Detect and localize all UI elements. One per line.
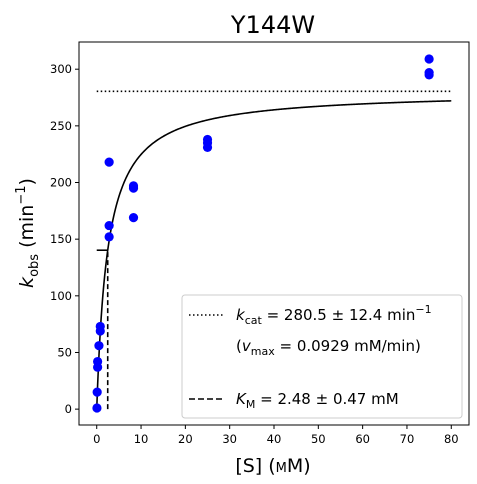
legend-vmax-label: (vmax = 0.0929 mM/min): [236, 337, 421, 358]
x-axis-label: [S] (mM): [235, 455, 310, 477]
x-tick-label: 70: [400, 432, 415, 446]
data-point: [104, 157, 114, 167]
data-points: [92, 54, 434, 413]
data-point: [202, 134, 213, 145]
x-tick-label: 20: [178, 432, 193, 446]
y-tick-label: 50: [57, 345, 72, 359]
x-axis-ticks: 0 10 20 30 40 50 60 70 80: [93, 425, 459, 446]
data-point: [424, 54, 434, 64]
data-point: [92, 403, 102, 413]
data-point: [93, 356, 103, 367]
x-tick-label: 80: [444, 432, 459, 446]
legend-kcat-label: kcat = 280.5 ± 12.4 min−1: [236, 303, 432, 327]
legend-box: [181, 294, 463, 419]
y-tick-label: 250: [50, 119, 72, 133]
x-tick-label: 30: [222, 432, 237, 446]
y-axis-label: kobs (min−1): [14, 178, 42, 288]
data-point: [94, 341, 104, 351]
y-axis-ticks: 0 50 100 150 200 250 300: [50, 62, 79, 416]
x-tick-label: 0: [93, 432, 100, 446]
data-point: [95, 321, 105, 332]
data-point: [128, 181, 139, 191]
y-tick-label: 150: [50, 232, 72, 246]
data-point: [128, 213, 139, 223]
chart-title: Y144W: [230, 11, 315, 39]
y-tick-label: 100: [50, 289, 72, 303]
x-tick-label: 60: [355, 432, 370, 446]
fit-curve: [95, 100, 452, 410]
plot-lines: [95, 90, 452, 410]
y-tick-label: 300: [50, 62, 72, 76]
legend: kcat = 280.5 ± 12.4 min−1 (vmax = 0.0929…: [181, 294, 463, 419]
x-tick-label: 50: [311, 432, 326, 446]
y-tick-label: 0: [65, 402, 72, 416]
legend-km-label: KM = 2.48 ± 0.47 mM: [236, 390, 399, 411]
y-tick-label: 200: [50, 176, 72, 190]
x-tick-label: 10: [134, 432, 149, 446]
data-point: [104, 232, 114, 242]
data-point: [424, 67, 434, 78]
data-point: [104, 220, 114, 231]
x-tick-label: 40: [267, 432, 282, 446]
data-point: [92, 387, 102, 397]
